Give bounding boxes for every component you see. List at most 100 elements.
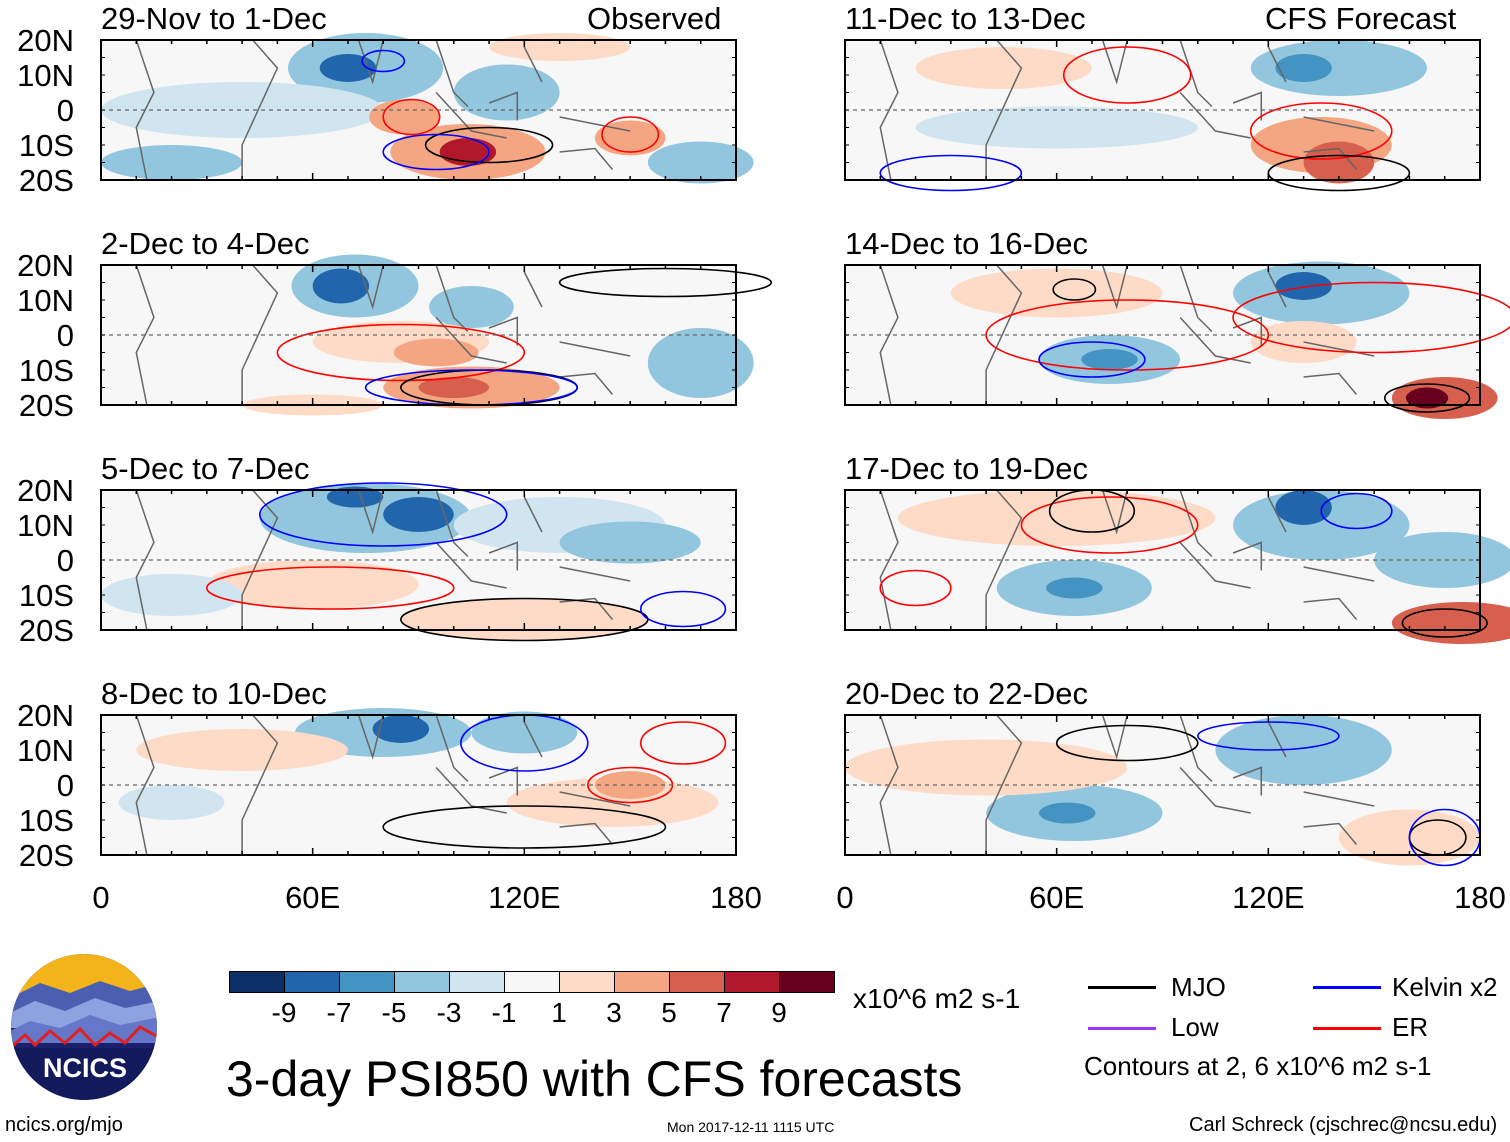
- anomaly-blob: [1250, 40, 1428, 96]
- lat-label: 20S: [18, 163, 74, 198]
- lat-label: 20N: [17, 23, 74, 58]
- anomaly-blob: [1275, 272, 1332, 300]
- wave-contour: [985, 299, 1270, 371]
- lon-label: 180: [1454, 880, 1506, 915]
- panel-title: 17-Dec to 19-Dec: [845, 451, 1088, 486]
- anomaly-blob: [383, 497, 454, 532]
- lon-label: 0: [92, 880, 110, 915]
- wave-contour: [382, 98, 441, 136]
- anomaly-blob: [1303, 141, 1375, 184]
- footer-url[interactable]: ncics.org/mjo: [5, 1114, 123, 1136]
- lon-label: 120E: [1232, 880, 1305, 915]
- wave-contour: [1401, 608, 1488, 638]
- colorbar-label: -3: [436, 997, 462, 1028]
- lat-label: 20N: [17, 248, 74, 283]
- lat-label: 20S: [18, 613, 74, 648]
- wave-contour: [879, 569, 952, 607]
- anomaly-blob: [1046, 577, 1103, 599]
- anomaly-blob: [1405, 387, 1449, 409]
- wave-contour: [1320, 492, 1393, 530]
- colorbar-units: x10^6 m2 s-1: [853, 983, 1021, 1014]
- coastline: [879, 264, 1375, 406]
- wave-contour: [879, 154, 1023, 192]
- colorbar-label: 5: [661, 997, 677, 1028]
- map-panel: [100, 482, 737, 642]
- anomaly-blob: [1275, 490, 1332, 525]
- wave-contour: [1383, 383, 1471, 413]
- anomaly-blob: [453, 64, 560, 121]
- wave-contour: [1232, 281, 1510, 354]
- lat-label: 20N: [17, 698, 74, 733]
- coastline: [135, 714, 631, 856]
- legend-mjo-line: [1088, 986, 1156, 989]
- legend-kelvin-label: Kelvin x2: [1392, 972, 1498, 1002]
- map-panel: [100, 254, 773, 416]
- map-panel: [100, 708, 737, 856]
- anomaly-blob: [372, 715, 430, 743]
- wave-contour: [1062, 46, 1192, 104]
- colorbar-label: 9: [771, 997, 787, 1028]
- anomaly-blob: [471, 711, 578, 754]
- map-panel: [844, 261, 1510, 419]
- map-panel: [100, 33, 754, 184]
- footer-timestamp: Mon 2017-12-11 1115 UTC: [667, 1119, 835, 1135]
- anomaly-blob: [136, 729, 348, 771]
- anomaly-blob: [845, 739, 1128, 796]
- panel-title: 20-Dec to 22-Dec: [845, 676, 1088, 711]
- panel-title: 5-Dec to 7-Dec: [101, 451, 310, 486]
- wave-contour: [424, 126, 554, 164]
- coastline: [135, 39, 631, 181]
- anomaly-blob: [594, 120, 666, 156]
- wave-contour: [639, 590, 727, 628]
- anomaly-blob: [326, 486, 384, 508]
- anomaly-blob: [647, 328, 754, 398]
- colorbar-swatch: [394, 971, 450, 993]
- logo-text: NCICS: [43, 1053, 127, 1083]
- wave-contour: [1038, 341, 1146, 378]
- lon-label: 0: [836, 880, 854, 915]
- lat-label: 10S: [18, 578, 74, 613]
- anomaly-blob: [489, 33, 631, 61]
- panel-title: 14-Dec to 16-Dec: [845, 226, 1088, 261]
- lon-label: 180: [710, 880, 762, 915]
- coastline: [879, 714, 1375, 856]
- anomaly-blob: [1374, 532, 1510, 588]
- anomaly-blob: [418, 377, 490, 398]
- map-panel: [844, 714, 1481, 867]
- coastline: [879, 489, 1375, 631]
- panel-title: 8-Dec to 10-Dec: [101, 676, 327, 711]
- colorbar-swatch: [669, 971, 725, 993]
- anomaly-blob: [915, 47, 1092, 89]
- anomaly-blob: [393, 338, 479, 367]
- lat-label: 20S: [18, 838, 74, 873]
- wave-contour: [639, 721, 727, 765]
- coastline: [879, 39, 1375, 181]
- legend-mjo-label: MJO: [1171, 972, 1226, 1002]
- anomaly-blob: [206, 560, 419, 609]
- anomaly-blob: [369, 99, 440, 135]
- legend-kelvin-line: [1313, 986, 1381, 989]
- colorbar-swatch: [504, 971, 560, 993]
- lat-label: 0: [56, 768, 74, 803]
- anomaly-blob: [118, 785, 225, 820]
- panel-title: 2-Dec to 4-Dec: [101, 226, 310, 261]
- legend-er-line: [1313, 1027, 1381, 1030]
- ncics-logo: NCICS: [11, 954, 157, 1100]
- lat-label: 0: [56, 543, 74, 578]
- lat-label: 0: [56, 318, 74, 353]
- coastline: [135, 264, 631, 406]
- colorbar-swatch: [724, 971, 780, 993]
- contour-note: Contours at 2, 6 x10^6 m2 s-1: [1084, 1051, 1432, 1081]
- colorbar-label: -9: [271, 997, 297, 1028]
- legend-low-label: Low: [1171, 1012, 1219, 1042]
- anomaly-blob: [101, 574, 243, 616]
- anomaly-blob: [101, 82, 384, 138]
- lon-label: 120E: [488, 880, 561, 915]
- map-panel: [844, 39, 1481, 192]
- lat-label: 10N: [17, 58, 74, 93]
- anomaly-blob: [950, 268, 1163, 318]
- lat-label: 0: [56, 93, 74, 128]
- lat-label: 10S: [18, 128, 74, 163]
- colorbar-label: 1: [551, 997, 567, 1028]
